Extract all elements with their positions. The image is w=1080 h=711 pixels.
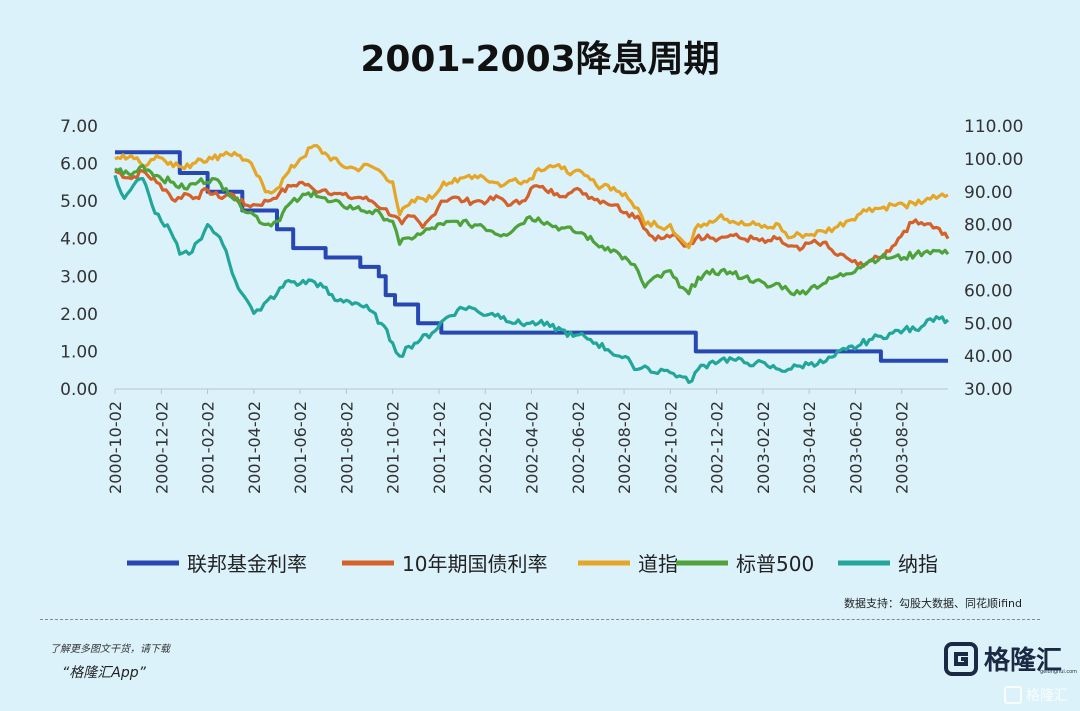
y-left-tick-label: 0.00 bbox=[60, 380, 98, 400]
brand-name: 格隆汇 bbox=[984, 646, 1063, 676]
x-tick-label: 2000-12-02 bbox=[152, 401, 171, 494]
legend-label: 纳指 bbox=[898, 552, 938, 576]
x-tick-label: 2002-02-02 bbox=[476, 401, 495, 494]
y-right-tick-label: 30.00 bbox=[964, 380, 1013, 400]
watermark: 格隆汇 bbox=[1004, 685, 1068, 705]
y-left-tick-label: 7.00 bbox=[60, 117, 98, 137]
x-tick-label: 2002-08-02 bbox=[615, 401, 634, 494]
x-tick-label: 2001-04-02 bbox=[245, 401, 264, 494]
watermark-text: 格隆汇 bbox=[1026, 688, 1068, 704]
series-line-4 bbox=[113, 174, 950, 384]
y-left-tick-label: 3.00 bbox=[60, 267, 98, 287]
legend-label: 联邦基金利率 bbox=[187, 552, 307, 576]
y-right-tick-label: 70.00 bbox=[964, 249, 1013, 269]
x-tick-label: 2003-06-02 bbox=[846, 401, 865, 494]
data-source-note: 数据支持：勾股大数据、同花顺ifind bbox=[844, 597, 1022, 610]
x-tick-label: 2001-10-02 bbox=[384, 401, 403, 494]
y-right-tick-label: 40.00 bbox=[964, 347, 1013, 367]
y-right-tick-label: 60.00 bbox=[964, 281, 1013, 301]
y-right-tick-label: 110.00 bbox=[964, 117, 1023, 137]
x-tick-label: 2003-08-02 bbox=[893, 401, 912, 494]
chart-title: 2001-2003降息周期 bbox=[360, 39, 720, 80]
series-line-1 bbox=[114, 168, 950, 268]
x-tick-label: 2002-10-02 bbox=[661, 401, 680, 494]
y-left-tick-label: 2.00 bbox=[60, 305, 98, 325]
chart-svg: 0.00 1.00 2.00 3.00 4.00 5.00 6.00 7.00 30.00 40.… bbox=[60, 117, 1023, 576]
promo-text: 了解更多图文干货，请下载 bbox=[50, 644, 170, 655]
x-tick-label: 2002-12-02 bbox=[708, 401, 727, 494]
y-left-tick-label: 5.00 bbox=[60, 192, 98, 212]
x-tick-label: 2001-06-02 bbox=[291, 401, 310, 494]
watermark-logo-icon bbox=[1004, 686, 1022, 704]
legend-label: 标普500 bbox=[736, 552, 814, 576]
y-right-tick-label: 90.00 bbox=[964, 183, 1013, 203]
x-tick-label: 2001-02-02 bbox=[199, 401, 218, 494]
x-tick-label: 2002-06-02 bbox=[569, 401, 588, 494]
y-left-tick-label: 6.00 bbox=[60, 155, 98, 175]
x-tick-label: 2003-04-02 bbox=[800, 401, 819, 494]
brand-logo: 格隆汇 bbox=[944, 640, 1062, 677]
legend-label: 道指 bbox=[638, 552, 678, 576]
series-line-0 bbox=[115, 150, 948, 363]
promo-app-name: “格隆汇App” bbox=[62, 665, 146, 681]
y-right-tick-label: 50.00 bbox=[964, 314, 1013, 334]
y-right-tick-label: 100.00 bbox=[964, 150, 1023, 170]
series-line-2 bbox=[114, 144, 949, 250]
x-tick-label: 2003-02-02 bbox=[754, 401, 773, 494]
x-tick-label: 2001-08-02 bbox=[337, 401, 356, 494]
x-tick-label: 2000-10-02 bbox=[106, 401, 125, 494]
series-line-3 bbox=[114, 163, 950, 297]
y-left-tick-label: 1.00 bbox=[60, 342, 98, 362]
legend-label: 10年期国债利率 bbox=[402, 552, 547, 576]
brand-domain: gelonghui.com bbox=[1040, 669, 1078, 675]
brand-g-icon bbox=[944, 641, 978, 676]
y-left-tick-label: 4.00 bbox=[60, 230, 98, 250]
footer-divider bbox=[40, 619, 1040, 620]
x-tick-label: 2001-12-02 bbox=[430, 401, 449, 494]
y-right-tick-label: 80.00 bbox=[964, 216, 1013, 236]
x-tick-label: 2002-04-02 bbox=[523, 401, 542, 494]
